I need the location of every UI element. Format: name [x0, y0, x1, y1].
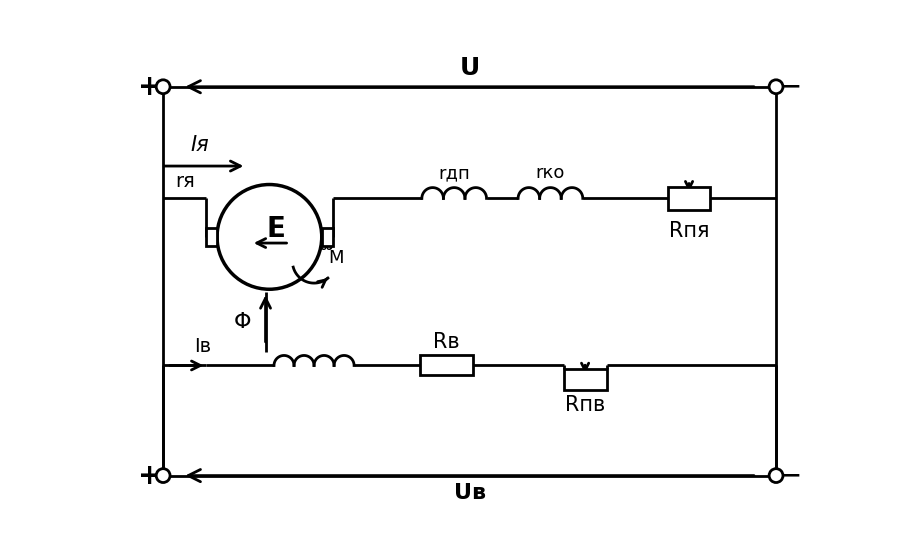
- Text: −: −: [777, 72, 803, 101]
- Text: Rпв: Rпв: [565, 395, 605, 415]
- Text: Iв: Iв: [195, 337, 212, 356]
- Text: rдп: rдп: [438, 164, 470, 182]
- Circle shape: [769, 80, 783, 93]
- Circle shape: [157, 469, 170, 483]
- Text: rя: rя: [176, 172, 195, 191]
- Text: Uв: Uв: [453, 483, 486, 503]
- Text: U: U: [460, 56, 480, 80]
- Circle shape: [157, 80, 170, 93]
- Text: +: +: [138, 73, 161, 101]
- Text: Φ: Φ: [234, 312, 252, 332]
- Text: rко: rко: [536, 164, 565, 182]
- Text: +: +: [138, 461, 161, 490]
- Text: −: −: [777, 461, 803, 490]
- Circle shape: [769, 469, 783, 483]
- Bar: [322, 227, 332, 246]
- Circle shape: [217, 185, 322, 289]
- Text: Iя: Iя: [191, 135, 209, 155]
- Text: Rв: Rв: [433, 331, 460, 351]
- Bar: [420, 355, 472, 375]
- Text: М: М: [328, 250, 343, 267]
- Text: E: E: [266, 215, 285, 243]
- Text: ω: ω: [319, 236, 334, 254]
- Bar: [564, 369, 606, 390]
- Bar: [668, 187, 710, 210]
- Bar: [206, 227, 217, 246]
- Text: Rпя: Rпя: [669, 221, 710, 241]
